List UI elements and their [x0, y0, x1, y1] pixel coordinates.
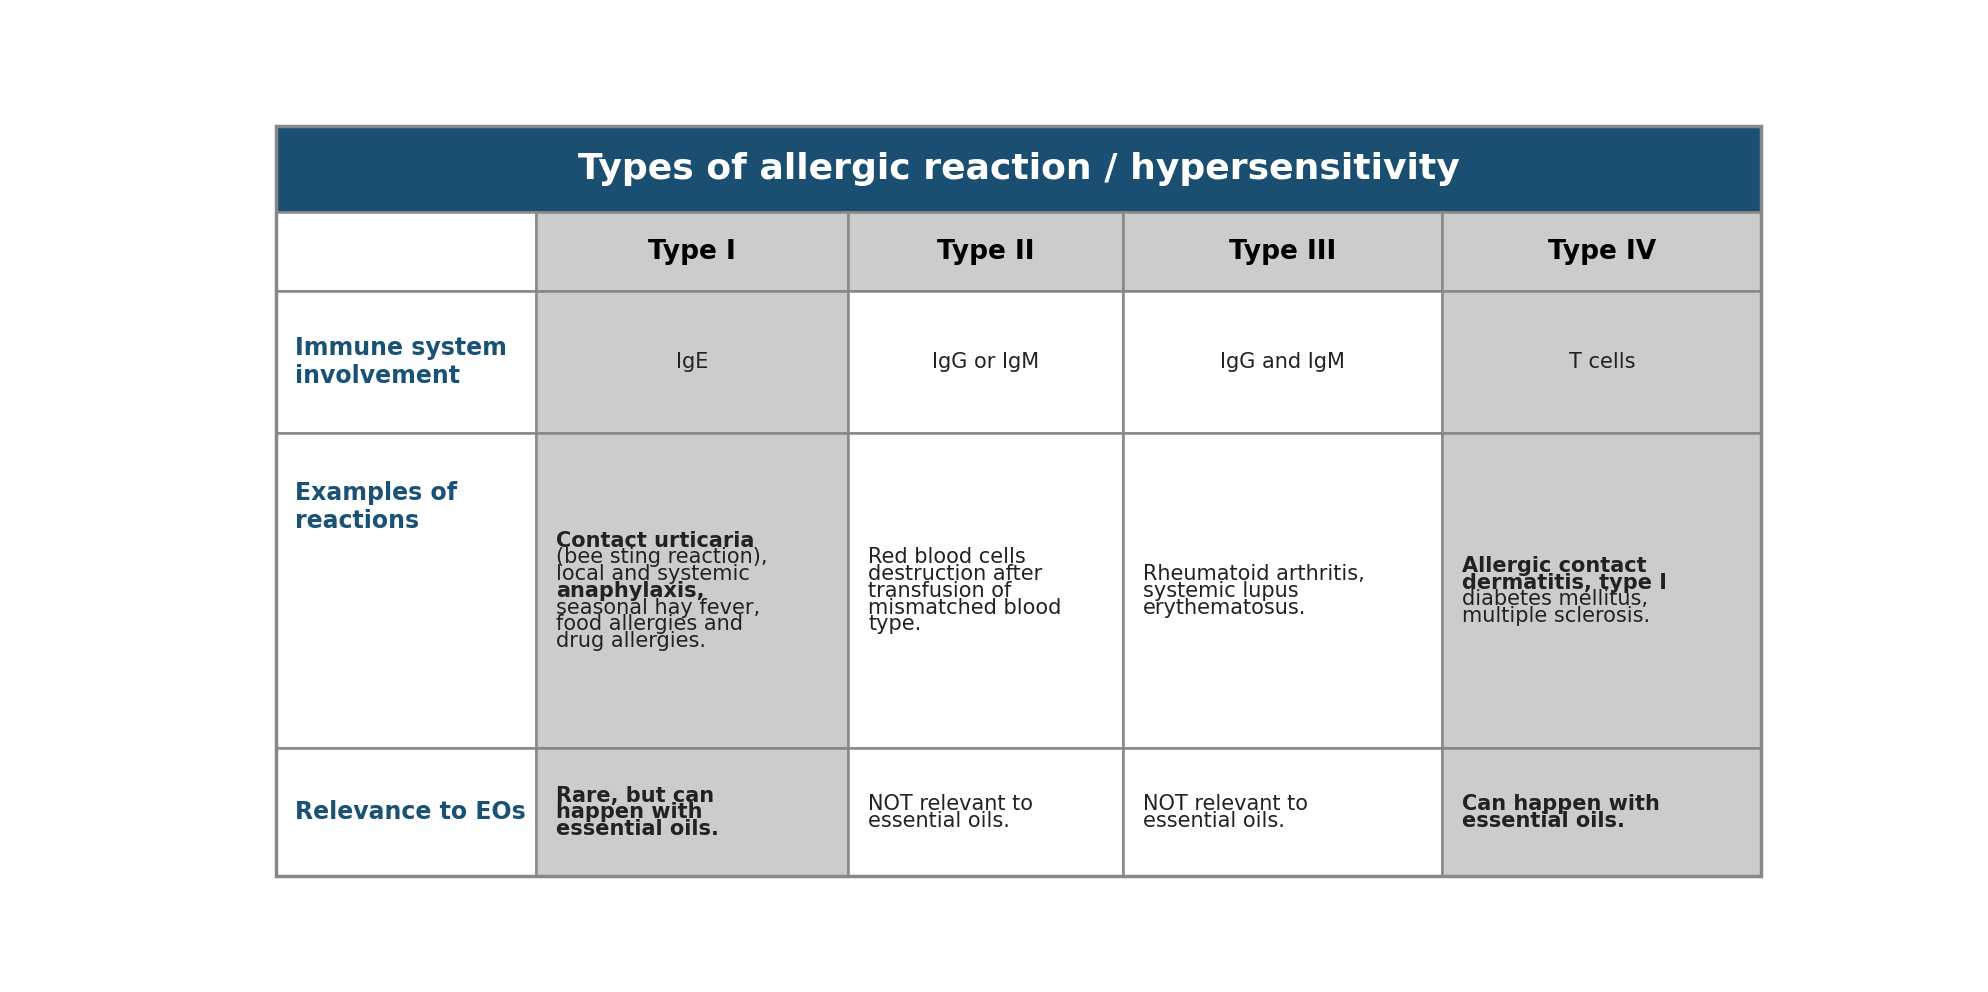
Text: Type I: Type I: [648, 238, 736, 265]
Text: Type II: Type II: [936, 238, 1034, 265]
Text: Type IV: Type IV: [1549, 238, 1656, 265]
Text: IgG and IgM: IgG and IgM: [1221, 352, 1346, 372]
Text: NOT relevant to: NOT relevant to: [1143, 794, 1308, 813]
Text: type.: type.: [869, 614, 920, 635]
Bar: [1123, 749, 1441, 876]
Text: Contact urticaria: Contact urticaria: [557, 531, 755, 551]
Bar: [1441, 749, 1761, 876]
Bar: [849, 291, 1123, 434]
Text: IgG or IgM: IgG or IgM: [932, 352, 1040, 372]
Bar: [1123, 291, 1441, 434]
Bar: [849, 434, 1123, 749]
Text: seasonal hay fever,: seasonal hay fever,: [557, 598, 759, 618]
Text: Rheumatoid arthritis,: Rheumatoid arthritis,: [1143, 564, 1364, 584]
Text: local and systemic: local and systemic: [557, 564, 749, 584]
Text: erythematosus.: erythematosus.: [1143, 598, 1306, 618]
Text: diabetes mellitus,: diabetes mellitus,: [1461, 589, 1648, 609]
Text: Examples of
reactions: Examples of reactions: [294, 481, 457, 533]
Bar: [276, 749, 537, 876]
Bar: [276, 212, 537, 291]
Bar: [1441, 434, 1761, 749]
Text: multiple sclerosis.: multiple sclerosis.: [1461, 606, 1650, 626]
Text: Immune system
involvement: Immune system involvement: [294, 336, 507, 388]
Bar: [1441, 291, 1761, 434]
Bar: [276, 126, 1761, 212]
Text: essential oils.: essential oils.: [557, 819, 720, 839]
Bar: [849, 749, 1123, 876]
Bar: [537, 749, 849, 876]
Text: essential oils.: essential oils.: [1461, 810, 1624, 830]
Bar: [849, 212, 1123, 291]
Text: food allergies and: food allergies and: [557, 614, 744, 635]
Bar: [1123, 212, 1441, 291]
Text: essential oils.: essential oils.: [1143, 810, 1284, 830]
Text: NOT relevant to: NOT relevant to: [869, 794, 1034, 813]
Text: Red blood cells: Red blood cells: [869, 548, 1026, 567]
Text: (bee sting reaction),: (bee sting reaction),: [557, 548, 767, 567]
Text: mismatched blood: mismatched blood: [869, 598, 1062, 618]
Text: Can happen with: Can happen with: [1461, 794, 1660, 813]
Text: Type III: Type III: [1229, 238, 1336, 265]
Text: Types of allergic reaction / hypersensitivity: Types of allergic reaction / hypersensit…: [579, 152, 1459, 186]
Bar: [1441, 212, 1761, 291]
Text: essential oils.: essential oils.: [869, 810, 1010, 830]
Text: anaphylaxis,: anaphylaxis,: [557, 581, 704, 601]
Bar: [537, 434, 849, 749]
Text: T cells: T cells: [1569, 352, 1634, 372]
Text: Relevance to EOs: Relevance to EOs: [294, 801, 525, 824]
Bar: [1123, 434, 1441, 749]
Bar: [276, 291, 537, 434]
Text: systemic lupus: systemic lupus: [1143, 581, 1298, 601]
Text: Rare, but can: Rare, but can: [557, 786, 714, 806]
Text: destruction after: destruction after: [869, 564, 1042, 584]
Bar: [276, 434, 537, 749]
Bar: [537, 212, 849, 291]
Text: drug allergies.: drug allergies.: [557, 631, 706, 651]
Text: IgE: IgE: [676, 352, 708, 372]
Text: dermatitis, type I: dermatitis, type I: [1461, 572, 1668, 592]
Text: Allergic contact: Allergic contact: [1461, 556, 1646, 575]
Text: transfusion of: transfusion of: [869, 581, 1012, 601]
Text: happen with: happen with: [557, 803, 702, 822]
Bar: [537, 291, 849, 434]
